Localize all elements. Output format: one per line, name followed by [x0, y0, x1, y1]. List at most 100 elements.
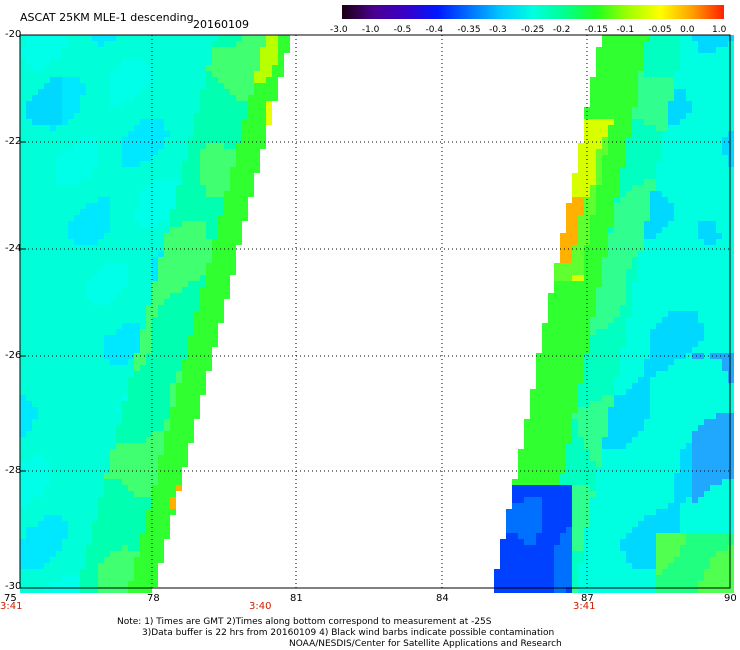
swath-cell	[128, 281, 134, 287]
swath-cell	[680, 323, 686, 329]
swath-cell	[146, 341, 152, 347]
swath-cell	[62, 395, 68, 401]
swath-cell	[242, 185, 248, 191]
swath-cell	[710, 299, 716, 305]
swath-cell	[644, 371, 650, 377]
swath-cell	[656, 353, 662, 359]
swath-cell	[146, 47, 152, 53]
swath-cell	[20, 191, 26, 197]
swath-cell	[176, 155, 182, 161]
swath-cell	[716, 149, 722, 155]
swath-cell	[74, 257, 80, 263]
swath-cell	[722, 155, 728, 161]
swath-cell	[698, 347, 704, 353]
swath-cell	[692, 239, 698, 245]
colorbar-label: 0.0	[680, 25, 695, 35]
swath-cell	[614, 323, 620, 329]
swath-cell	[74, 65, 80, 71]
swath-cell	[206, 293, 212, 299]
swath-cell	[128, 233, 134, 239]
swath-cell	[260, 131, 266, 137]
swath-cell	[662, 239, 668, 245]
swath-cell	[692, 365, 698, 371]
swath-cell	[98, 419, 104, 425]
swath-cell	[248, 65, 254, 71]
swath-cell	[134, 167, 140, 173]
swath-cell	[122, 227, 128, 233]
swath-cell	[596, 95, 602, 101]
swath-cell	[566, 257, 572, 263]
swath-cell	[722, 119, 728, 125]
swath-cell	[74, 215, 80, 221]
swath-cell	[596, 209, 602, 215]
swath-cell	[32, 341, 38, 347]
swath-cell	[572, 425, 578, 431]
swath-cell	[218, 113, 224, 119]
swath-cell	[200, 311, 206, 317]
swath-cell	[128, 245, 134, 251]
swath-cell	[92, 41, 98, 47]
swath-cell	[620, 269, 626, 275]
swath-cell	[590, 131, 596, 137]
swath-cell	[578, 353, 584, 359]
swath-cell	[644, 233, 650, 239]
swath-cell	[620, 365, 626, 371]
swath-cell	[662, 269, 668, 275]
swath-cell	[686, 311, 692, 317]
swath-cell	[536, 359, 542, 365]
swath-cell	[38, 209, 44, 215]
swath-cell	[254, 155, 260, 161]
swath-cell	[20, 383, 26, 389]
swath-cell	[602, 461, 608, 467]
swath-cell	[188, 395, 194, 401]
swath-cell	[44, 245, 50, 251]
swath-cell	[542, 377, 548, 383]
swath-cell	[530, 419, 536, 425]
swath-cell	[152, 419, 158, 425]
swath-cell	[68, 239, 74, 245]
swath-cell	[134, 389, 140, 395]
swath-cell	[722, 125, 728, 131]
swath-cell	[242, 203, 248, 209]
swath-cell	[122, 251, 128, 257]
swath-cell	[50, 347, 56, 353]
swath-cell	[116, 95, 122, 101]
swath-cell	[176, 317, 182, 323]
swath-cell	[656, 107, 662, 113]
swath-cell	[20, 317, 26, 323]
swath-cell	[224, 59, 230, 65]
swath-cell	[38, 119, 44, 125]
swath-cell	[62, 239, 68, 245]
swath-cell	[698, 485, 704, 491]
swath-cell	[134, 221, 140, 227]
swath-cell	[164, 443, 170, 449]
swath-cell	[158, 269, 164, 275]
swath-cell	[20, 413, 26, 419]
swath-cell	[590, 245, 596, 251]
swath-cell	[602, 413, 608, 419]
swath-cell	[116, 275, 122, 281]
swath-cell	[602, 407, 608, 413]
swath-cell	[182, 353, 188, 359]
swath-cell	[650, 47, 656, 53]
swath-cell	[146, 137, 152, 143]
swath-cell	[62, 449, 68, 455]
swath-cell	[146, 347, 152, 353]
swath-cell	[722, 431, 728, 437]
swath-cell	[650, 485, 656, 491]
swath-cell	[44, 137, 50, 143]
swath-cell	[596, 401, 602, 407]
swath-cell	[194, 65, 200, 71]
swath-cell	[668, 233, 674, 239]
swath-cell	[104, 275, 110, 281]
swath-cell	[38, 275, 44, 281]
swath-cell	[26, 251, 32, 257]
swath-cell	[140, 197, 146, 203]
swath-cell	[728, 167, 734, 173]
swath-cell	[164, 53, 170, 59]
swath-cell	[704, 35, 710, 41]
swath-cell	[272, 59, 278, 65]
swath-cell	[62, 113, 68, 119]
swath-cell	[80, 371, 86, 377]
